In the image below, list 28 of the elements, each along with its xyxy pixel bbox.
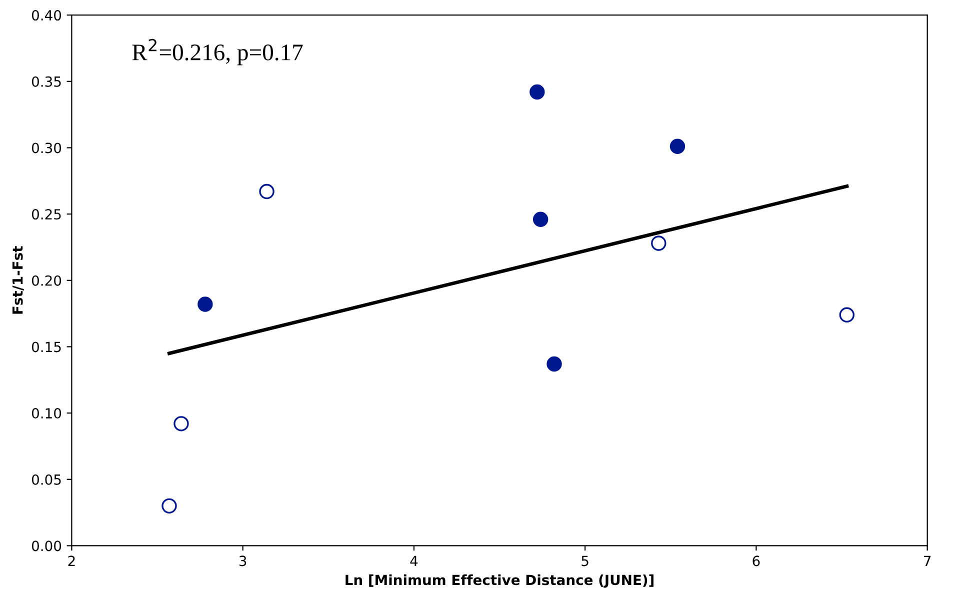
point <box>532 212 548 227</box>
point <box>162 498 177 514</box>
point <box>198 296 213 312</box>
y-tick-label: 0.30 <box>32 142 62 154</box>
point <box>530 84 545 100</box>
y-tick-label: 0.40 <box>32 10 62 21</box>
point <box>839 307 854 322</box>
x-tick-label: 3 <box>239 556 246 566</box>
y-tick-label: 0.00 <box>32 540 62 552</box>
x-tick-label: 4 <box>410 556 418 566</box>
y-tick-label: 0.10 <box>32 408 62 419</box>
x-axis-title: Ln [Minimum Effective Distance (JUNE)] <box>346 574 654 588</box>
point <box>174 416 189 432</box>
y-tick-label: 0.25 <box>32 209 61 220</box>
y-tick-label: 0.35 <box>32 76 61 87</box>
x-tick-label: 2 <box>68 556 75 566</box>
point <box>259 184 274 200</box>
y-tick-label: 0.05 <box>32 474 61 485</box>
y-tick-label: 0.20 <box>32 275 62 286</box>
y-axis-title: Fst/1-Fst <box>12 246 24 314</box>
x-tick-label: 5 <box>582 556 588 566</box>
y-tick-label: 0.15 <box>32 342 61 352</box>
x-tick-label: 7 <box>924 556 931 566</box>
point <box>670 138 686 154</box>
x-tick-label: 6 <box>752 556 760 566</box>
annotation: R$^{2}$=0.216, p=0.17 <box>132 38 303 66</box>
point <box>651 236 666 251</box>
point <box>546 356 562 372</box>
